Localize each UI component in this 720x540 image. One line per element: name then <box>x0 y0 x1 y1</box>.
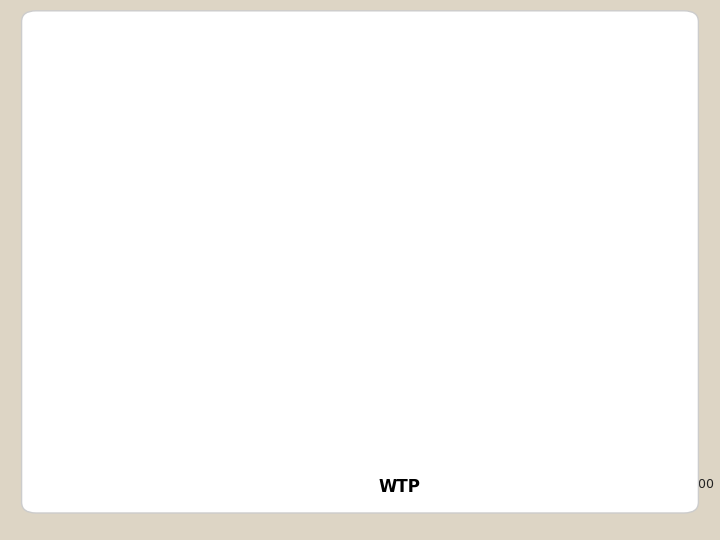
Title: Cost-effectiveness acceptability curve (CEAC): Cost-effectiveness acceptability curve (… <box>206 31 586 50</box>
Text: WTP: WTP <box>379 478 420 496</box>
Y-axis label: Probability cost-effective: Probability cost-effective <box>46 176 60 348</box>
